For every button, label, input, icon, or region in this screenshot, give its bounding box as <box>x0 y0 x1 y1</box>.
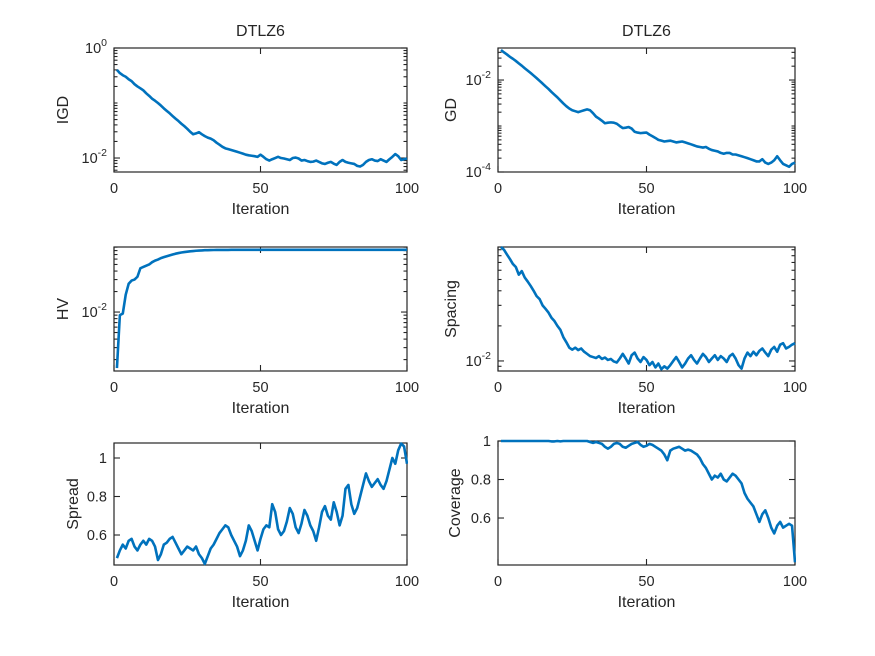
y-tick-label: 0.8 <box>87 490 107 506</box>
y-tick-label: 0.8 <box>471 473 491 489</box>
subplot-gd: 0 50 100 10-2 10-4 DTLZ6 Iteration GD <box>443 23 807 218</box>
y-tick-label: 0.6 <box>471 511 491 527</box>
x-tick-label: 0 <box>494 574 502 590</box>
x-tick-label: 0 <box>494 380 502 396</box>
y-axis-label: IGD <box>55 96 72 124</box>
y-tick-label: 10-4 <box>466 161 492 181</box>
axes-box <box>497 47 796 173</box>
x-tick-label: 100 <box>395 574 419 590</box>
x-tick-label: 50 <box>638 380 654 396</box>
y-tick-label: 0.6 <box>87 528 107 544</box>
subplot-igd: 0 50 100 100 10-2 DTLZ6 Iteration IGD <box>55 23 419 218</box>
x-axis-label: Iteration <box>618 400 676 417</box>
metric-line-igd <box>115 69 408 168</box>
x-tick-label: 0 <box>494 181 502 197</box>
x-tick-label: 0 <box>110 574 118 590</box>
y-tick-label: 10-2 <box>466 69 492 89</box>
y-axis-label: Spread <box>65 478 82 530</box>
x-tick-label: 50 <box>638 181 654 197</box>
y-tick-label: 10-2 <box>82 147 108 167</box>
x-tick-label: 0 <box>110 181 118 197</box>
x-axis-label: Iteration <box>618 201 676 218</box>
axes-box <box>113 246 408 372</box>
x-axis-label: Iteration <box>618 594 676 611</box>
y-axis-label: Spacing <box>443 280 460 338</box>
x-axis-label: Iteration <box>232 201 290 218</box>
metric-line-spread <box>115 442 408 566</box>
x-tick-label: 50 <box>638 574 654 590</box>
y-tick-label: 1 <box>99 451 107 467</box>
subplot-spread: 0 50 100 0.6 0.8 1 Iteration Spread <box>65 442 419 611</box>
x-tick-label: 0 <box>110 380 118 396</box>
subplot-title: DTLZ6 <box>622 23 671 40</box>
x-tick-label: 50 <box>252 574 268 590</box>
x-axis-label: Iteration <box>232 400 290 417</box>
y-axis-label: HV <box>55 298 72 321</box>
y-axis-label: GD <box>443 98 460 122</box>
x-tick-label: 100 <box>783 574 807 590</box>
x-tick-label: 100 <box>783 380 807 396</box>
subplot-spacing: 0 50 100 10-2 Iteration Spacing <box>443 246 807 417</box>
metric-line-gd <box>500 48 796 169</box>
x-tick-label: 100 <box>395 380 419 396</box>
x-tick-label: 100 <box>783 181 807 197</box>
metric-line-hv <box>115 248 407 369</box>
y-tick-label: 10-2 <box>82 301 108 321</box>
y-tick-label: 10-2 <box>466 350 492 370</box>
y-tick-label: 100 <box>85 37 107 57</box>
x-axis-label: Iteration <box>232 594 290 611</box>
x-tick-label: 50 <box>252 181 268 197</box>
axes-box <box>113 442 408 566</box>
metric-line-spacing <box>500 246 796 371</box>
y-axis-label: Coverage <box>447 468 464 537</box>
y-tick-label: 1 <box>483 434 491 450</box>
subplot-hv: 0 50 100 10-2 Iteration HV <box>55 246 419 417</box>
subplot-title: DTLZ6 <box>236 23 285 40</box>
subplot-coverage: 0 50 100 0.6 0.8 1 Iteration Coverage <box>447 434 807 611</box>
x-tick-label: 100 <box>395 181 419 197</box>
metric-line-coverage <box>500 439 796 563</box>
axes-box <box>497 246 796 372</box>
x-tick-label: 50 <box>252 380 268 396</box>
